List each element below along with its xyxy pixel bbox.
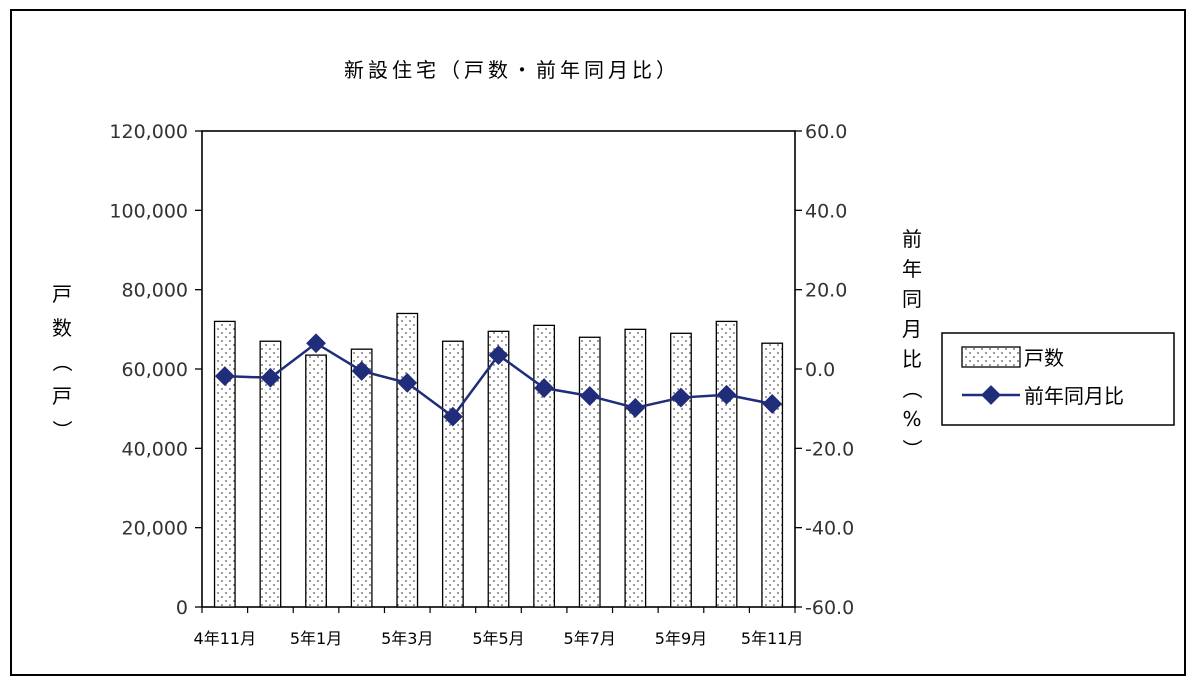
yoy-marker [488,345,509,366]
bar [533,324,556,608]
bar [670,332,692,608]
x-axis-tick-label: 5年1月 [290,629,342,648]
right-axis-label-char: 前 [902,227,922,251]
x-axis-tick-label: 5年9月 [655,629,707,648]
left-axis-tick-label: 80,000 [122,280,188,302]
chart-title: 新設住宅（戸数・前年同月比） [344,58,680,82]
yoy-marker [306,333,326,354]
legend: 戸数 前年同月比 [941,332,1175,426]
right-axis-label-char: % [902,407,921,431]
yoy-marker [351,361,372,381]
left-axis-label-char: （ [50,352,74,372]
right-axis-tick-label: -20.0 [805,438,854,460]
yoy-marker [671,387,691,408]
right-axis-label-char: ） [900,439,924,459]
right-axis-label-char: 同 [902,287,922,311]
left-axis-label-char: ） [50,420,74,440]
bar [259,340,282,608]
yoy-marker [260,367,281,388]
right-axis-tick-label: -60.0 [805,597,854,619]
bar [441,340,464,608]
yoy-marker [214,366,235,387]
right-axis-label-char: （ [900,379,924,399]
x-axis-tick-label: 5年11月 [741,629,804,648]
left-axis-tick-label: 120,000 [109,121,188,143]
left-axis-tick-label: 0 [176,597,188,619]
right-axis-tick-label: 0.0 [805,359,835,381]
yoy-marker [716,384,737,405]
left-axis-tick-label: 60,000 [122,359,188,381]
x-axis-tick-label: 5年7月 [564,629,616,648]
x-axis-tick-label: 5年3月 [381,629,433,648]
yoy-marker [397,372,418,393]
right-axis-label-char: 比 [902,347,922,371]
chart: 新設住宅（戸数・前年同月比） 0 20,000 40,000 60,000 80,000… [50,58,1175,648]
legend-bar-swatch [961,346,1021,368]
right-axis-tick-label: 20.0 [805,280,847,302]
left-axis-label-char: 数 [52,316,72,340]
yoy-marker [625,397,646,418]
legend-bar-label: 戸数 [1024,346,1064,370]
left-axis-label-char: 戸 [52,282,72,306]
yoy-marker [534,378,555,398]
chart-frame: 新設住宅（戸数・前年同月比） 0 20,000 40,000 60,000 80,000… [10,9,1186,676]
left-axis-tick-label: 40,000 [122,438,188,460]
left-axis-tick-label: 100,000 [109,200,188,222]
yoy-marker [762,394,783,414]
bar [350,348,373,608]
legend-line-label: 前年同月比 [1024,384,1124,408]
x-axis-tick-label: 5年5月 [472,629,524,648]
right-axis-tick-label: -40.0 [805,518,854,540]
bar [213,320,236,608]
bar [487,330,510,608]
x-axis-tick-label: 4年11月 [194,629,257,648]
right-axis-label-char: 月 [902,317,922,341]
legend-line-marker [981,385,1001,405]
yoy-marker [579,386,600,406]
yoy-marker [442,406,463,427]
right-axis-tick-label: 40.0 [805,200,847,222]
bar [578,336,601,608]
bar [761,342,784,608]
right-axis-label-char: 年 [902,257,922,281]
left-axis-tick-label: 20,000 [122,518,188,540]
bar [715,320,738,608]
bar [396,312,419,608]
left-axis-label-char: 戸 [52,384,72,408]
bar [305,354,327,608]
right-axis-tick-label: 60.0 [805,121,847,143]
bar [624,328,647,608]
